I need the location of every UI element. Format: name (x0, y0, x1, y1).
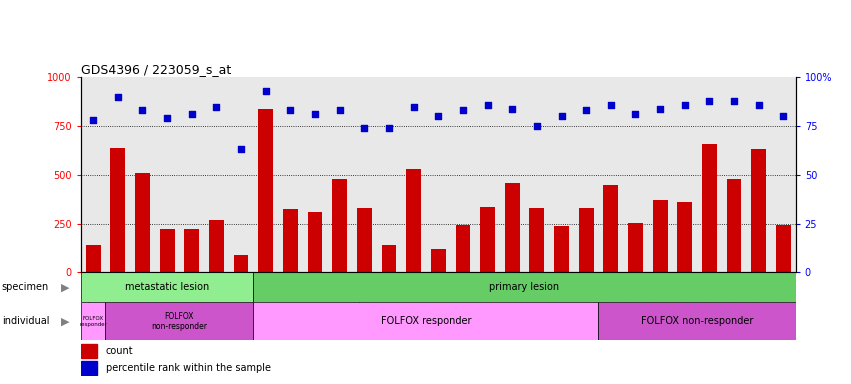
Point (604, 101, 618, 108)
Point (160, 115, 174, 121)
Bar (234, 255, 248, 272)
Point (456, 108, 470, 114)
Point (283, 108, 297, 114)
Point (111, 94, 124, 100)
Text: specimen: specimen (2, 282, 49, 292)
Text: percentile rank within the sample: percentile rank within the sample (106, 362, 271, 373)
Point (703, 98, 717, 104)
Point (629, 111, 643, 118)
Point (678, 101, 692, 108)
Bar (332, 179, 347, 272)
Bar (283, 209, 298, 272)
Text: ▶: ▶ (61, 282, 70, 292)
Bar (406, 169, 421, 272)
Bar (431, 249, 446, 272)
Bar (653, 200, 667, 272)
Bar (505, 183, 520, 272)
Text: FOLFOX non-responder: FOLFOX non-responder (641, 316, 753, 326)
Bar (86, 245, 100, 272)
Point (654, 106, 667, 112)
Point (530, 123, 544, 129)
Text: count: count (106, 346, 134, 356)
Point (185, 111, 198, 118)
Bar (776, 225, 791, 272)
Point (777, 113, 791, 119)
Bar (160, 229, 174, 272)
Bar (111, 147, 125, 272)
Bar (307, 212, 323, 272)
Bar (751, 149, 766, 272)
Bar (209, 220, 224, 272)
Bar (254, 272, 796, 302)
Bar (677, 202, 692, 272)
Bar (106, 302, 254, 340)
Point (505, 106, 519, 112)
Point (259, 88, 272, 94)
Bar (480, 207, 495, 272)
Text: GDS4396 / 223059_s_at: GDS4396 / 223059_s_at (81, 63, 231, 76)
Point (382, 125, 396, 131)
Bar (81, 361, 96, 374)
Bar (702, 144, 717, 272)
Bar (254, 302, 598, 340)
Point (431, 113, 445, 119)
Bar (529, 208, 545, 272)
Point (135, 108, 149, 114)
Bar (554, 227, 569, 272)
Bar (259, 109, 273, 272)
Text: individual: individual (2, 316, 49, 326)
Point (752, 101, 766, 108)
Point (209, 104, 223, 110)
Bar (185, 229, 199, 272)
Bar (81, 302, 106, 340)
Bar (455, 225, 471, 272)
Bar (81, 272, 254, 302)
Bar (357, 208, 372, 272)
Bar (135, 173, 150, 272)
Point (580, 108, 593, 114)
Point (333, 108, 346, 114)
Bar (381, 245, 397, 272)
Text: FOLFOX responder: FOLFOX responder (380, 316, 471, 326)
Text: ▶: ▶ (61, 316, 70, 326)
Bar (579, 208, 593, 272)
Point (407, 104, 420, 110)
Point (555, 113, 568, 119)
Point (86, 117, 100, 123)
Bar (598, 302, 796, 340)
Text: metastatic lesion: metastatic lesion (125, 282, 209, 292)
Bar (81, 344, 96, 358)
Bar (628, 223, 643, 272)
Point (728, 98, 741, 104)
Point (234, 146, 248, 152)
Bar (603, 185, 618, 272)
Text: primary lesion: primary lesion (489, 282, 560, 292)
Bar (727, 179, 741, 272)
Point (481, 101, 494, 108)
Text: FOLFOX
responder: FOLFOX responder (79, 316, 107, 327)
Point (357, 125, 371, 131)
Point (308, 111, 322, 118)
Text: FOLFOX
non-responder: FOLFOX non-responder (151, 312, 208, 331)
